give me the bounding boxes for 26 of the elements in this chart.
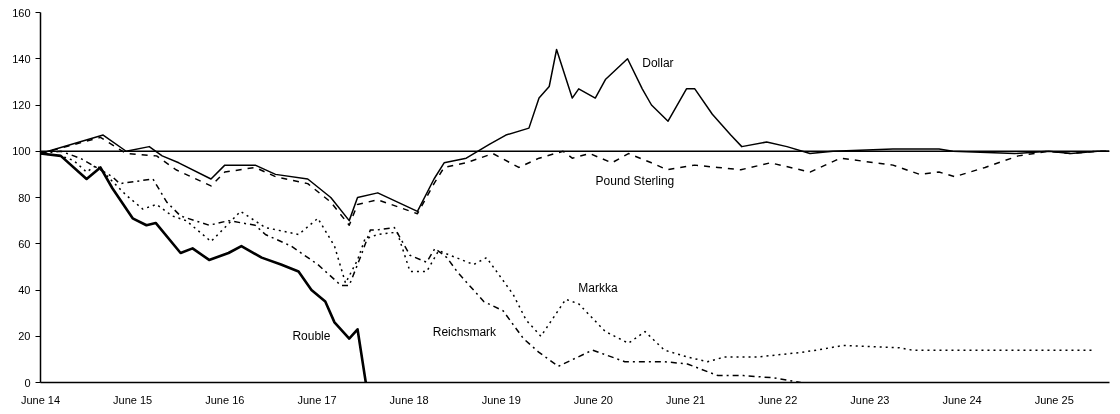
y-tick-label: 40 (18, 284, 31, 296)
x-tick-label: June 19 (481, 393, 521, 406)
x-tick-label: June 18 (389, 393, 429, 406)
series-label: Markka (578, 280, 619, 295)
y-tick-label: 160 (12, 6, 31, 19)
x-tick-label: June 24 (942, 393, 982, 406)
x-tick-label: June 23 (850, 393, 890, 406)
y-tick-label: 60 (18, 237, 31, 250)
x-tick-label: June 16 (205, 393, 245, 406)
x-tick-label: June 17 (297, 393, 337, 406)
y-tick-label: 140 (12, 52, 31, 65)
y-tick-label: 0 (24, 376, 31, 389)
series-label: Reichsmark (432, 324, 498, 339)
series-label: Rouble (292, 329, 331, 344)
x-tick-label: June 20 (573, 393, 614, 406)
x-tick-label: June 25 (1034, 393, 1074, 406)
series-label: Dollar (642, 56, 674, 71)
x-tick-label: June 21 (666, 393, 706, 406)
y-tick-label: 20 (18, 330, 31, 343)
x-tick-label: June 14 (20, 393, 61, 406)
x-tick-label: June 22 (758, 393, 798, 406)
y-tick-label: 120 (12, 99, 31, 111)
x-tick-label: June 15 (113, 393, 153, 406)
y-tick-label: 80 (18, 191, 31, 204)
series-label: Pound Sterling (595, 174, 675, 189)
y-tick-label: 100 (12, 145, 31, 158)
